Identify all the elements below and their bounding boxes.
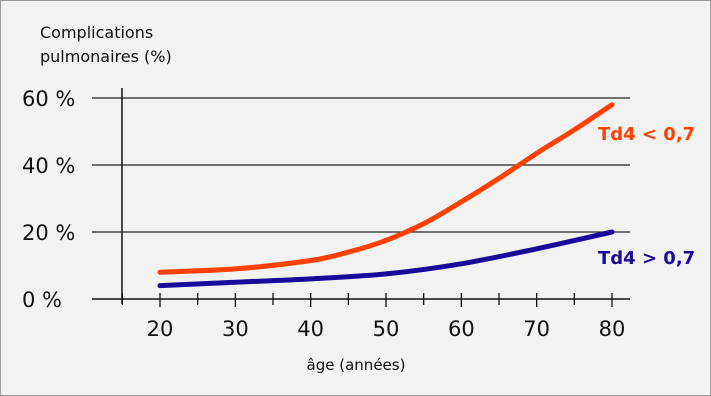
y-axis-label-line-2: pulmonaires (%): [40, 47, 172, 66]
y-axis-label-line-1: Complications: [40, 23, 153, 42]
series-label-2: Td4 > 0,7: [598, 248, 695, 269]
x-tick-label: 30: [222, 317, 249, 341]
y-tick-label: 40 %: [22, 154, 75, 178]
x-tick-label: 50: [373, 317, 400, 341]
series-line-2: [157, 229, 615, 289]
x-tick-label: 20: [147, 317, 174, 341]
y-tick-label: 0 %: [22, 288, 62, 312]
y-tick-label: 20 %: [22, 221, 75, 245]
x-axis-label: âge (années): [307, 356, 406, 374]
series-line-1: [157, 102, 615, 275]
x-tick-label: 80: [599, 317, 626, 341]
series-label-1: Td4 < 0,7: [598, 124, 695, 145]
x-tick-label: 40: [297, 317, 324, 341]
x-tick-label: 70: [523, 317, 550, 341]
x-tick-label: 60: [448, 317, 475, 341]
y-tick-label: 60 %: [22, 87, 75, 111]
